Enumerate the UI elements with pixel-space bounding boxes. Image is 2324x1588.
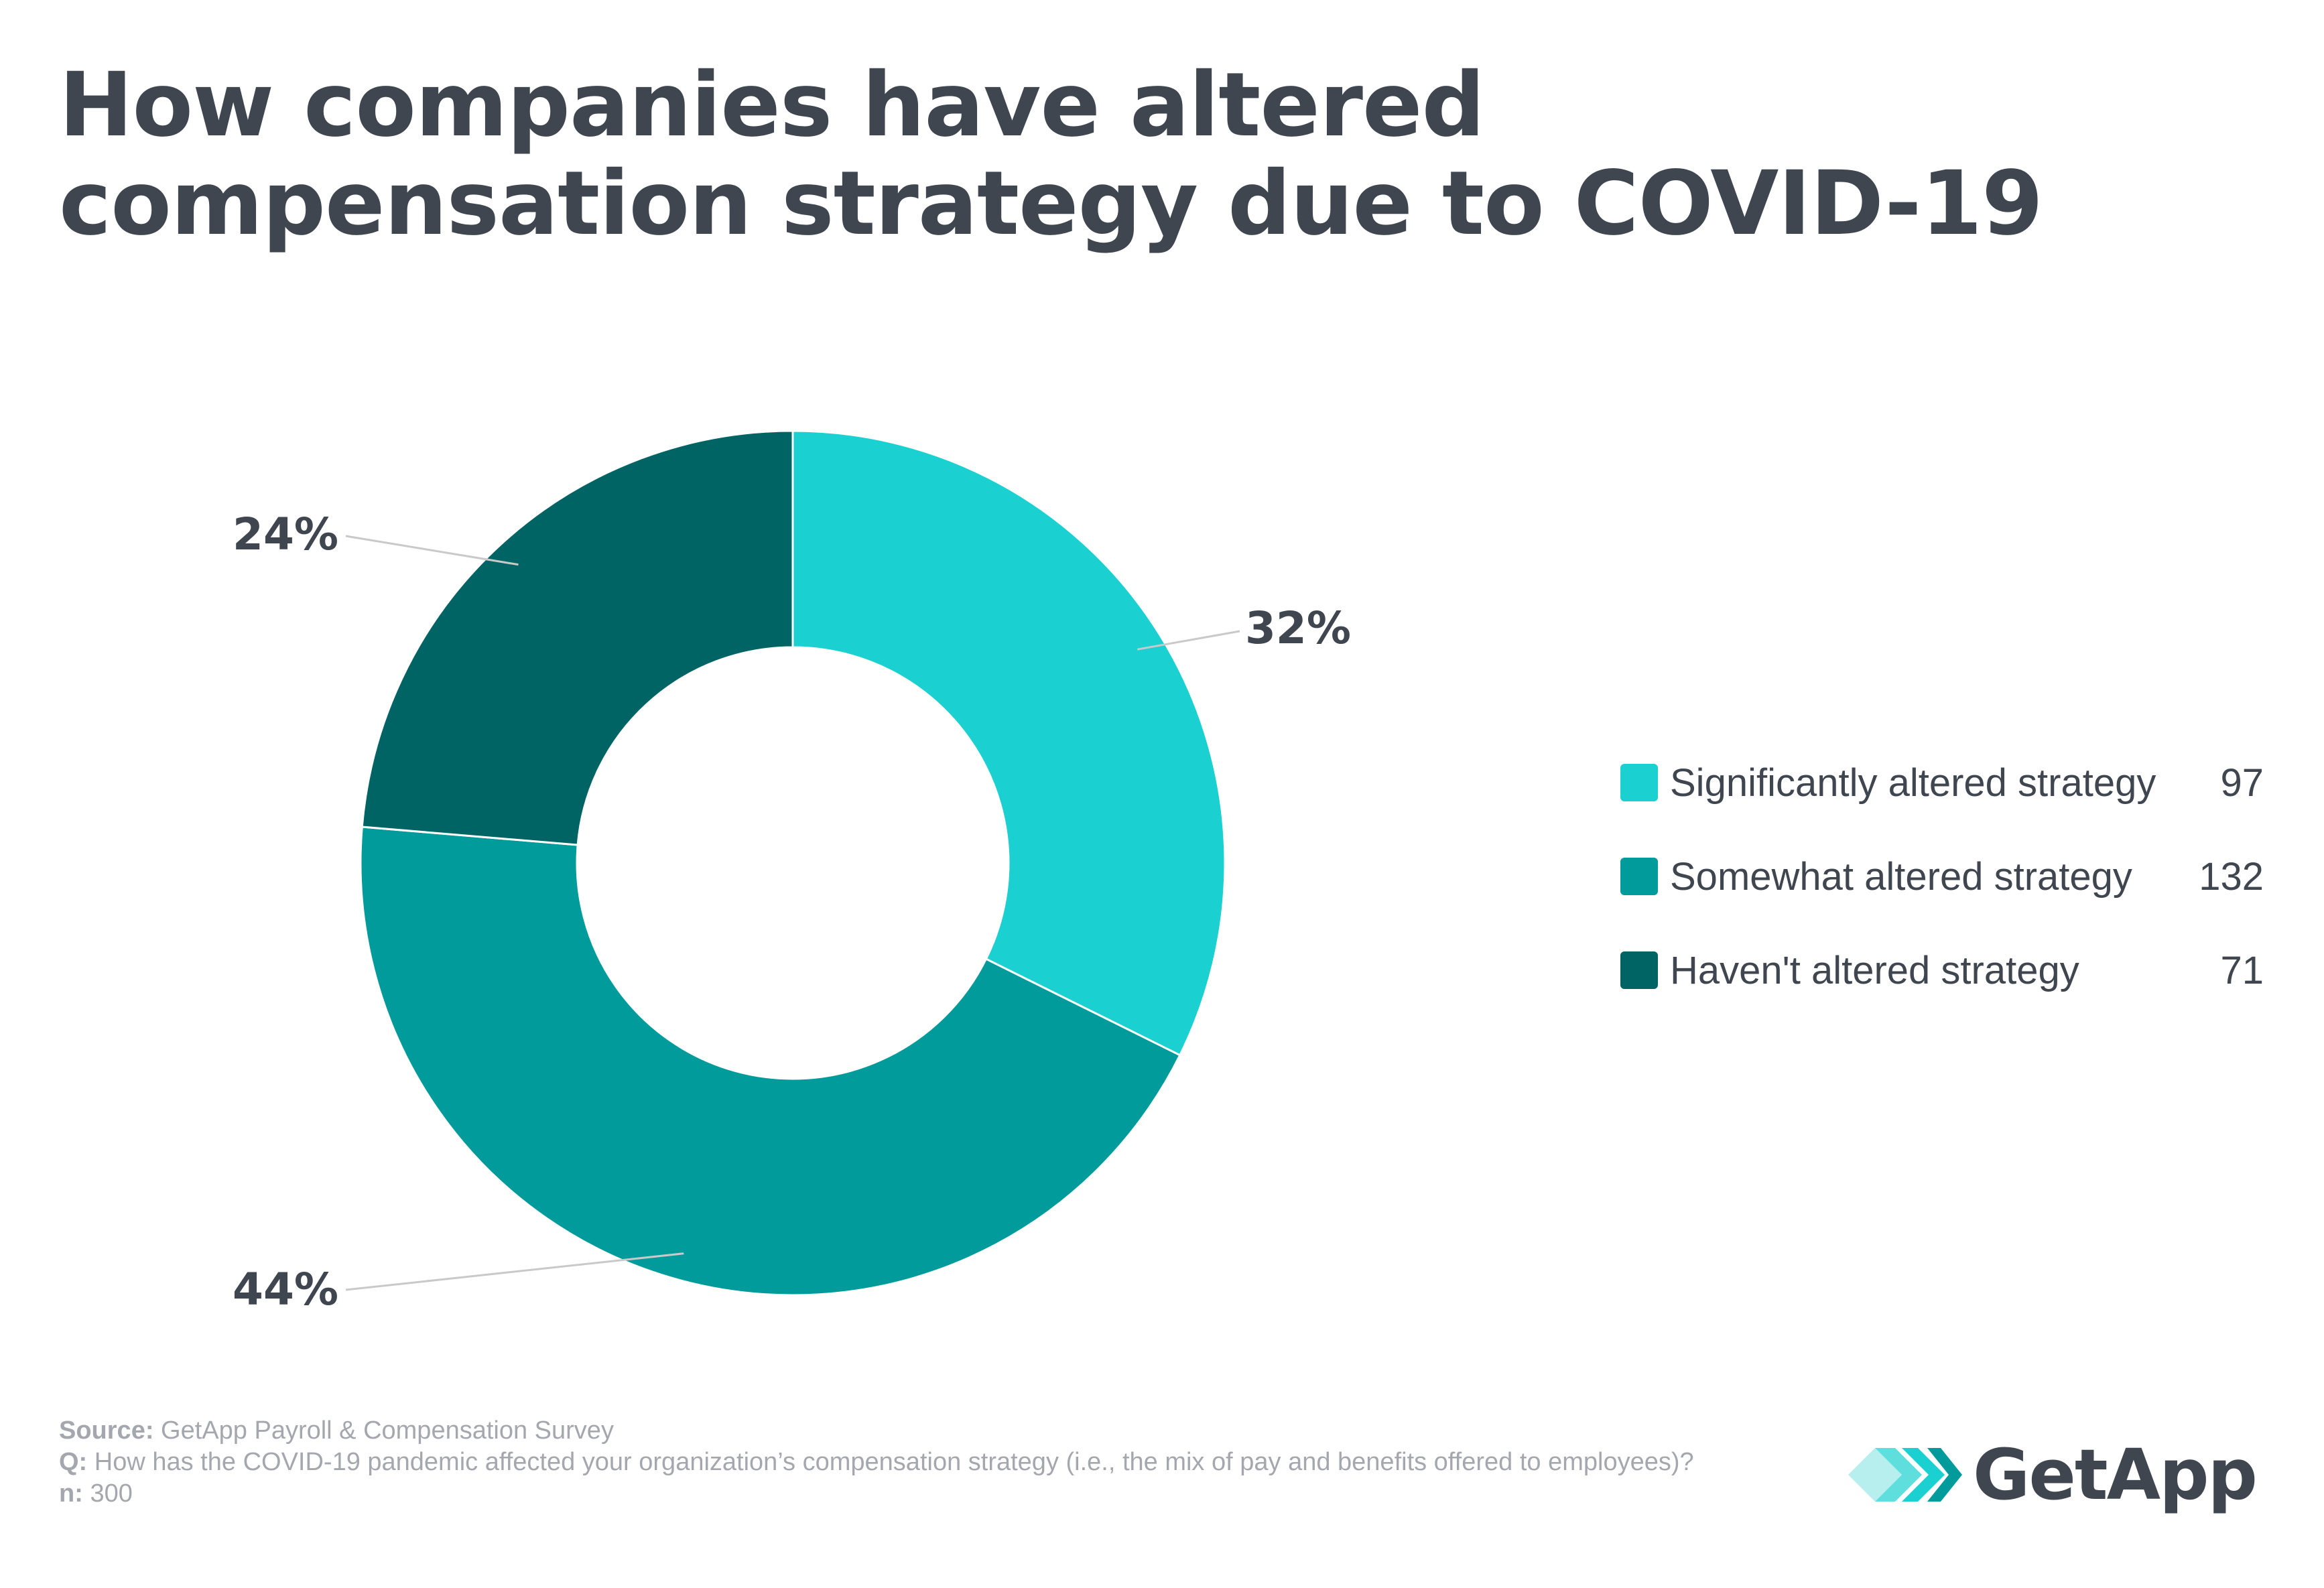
donut-slice-somewhat-altered [359, 825, 1181, 1297]
footer-question-text: How has the COVID-19 pandemic affected y… [94, 1448, 1694, 1476]
footer-sample-line: n: 300 [59, 1478, 1734, 1510]
legend-item-significantly-altered: Significantly altered strategy 97 [1620, 736, 2264, 830]
footer-question-label: Q: [59, 1448, 88, 1476]
data-label-somewhat-altered: 44% [233, 1264, 338, 1315]
donut-slice-significantly-altered [791, 429, 1226, 1057]
footer-source-label: Source: [59, 1416, 154, 1445]
donut-slice-havent-altered [361, 429, 794, 846]
footer-sample-text: 300 [90, 1479, 133, 1508]
leader-line-significantly-altered [1137, 630, 1240, 651]
chart-legend: Significantly altered strategy 97 Somewh… [1620, 736, 2264, 1017]
chart-title-line-2: compensation strategy due to COVID-19 [59, 152, 2043, 255]
getapp-logo: GetApp [1848, 1434, 2258, 1516]
legend-label-somewhat-altered: Somewhat altered strategy [1670, 854, 2132, 899]
legend-item-somewhat-altered: Somewhat altered strategy 132 [1620, 830, 2264, 923]
footer-source-line: Source: GetApp Payroll & Compensation Su… [59, 1415, 1734, 1447]
legend-swatch-somewhat-altered [1620, 858, 1658, 895]
footer-question-line: Q: How has the COVID-19 pandemic affecte… [59, 1447, 1734, 1478]
legend-value-significantly-altered: 97 [2220, 760, 2264, 805]
footer-source-text: GetApp Payroll & Compensation Survey [161, 1416, 614, 1445]
leader-line-havent-altered [345, 535, 519, 566]
data-label-havent-altered: 24% [233, 509, 338, 560]
data-label-significantly-altered: 32% [1245, 602, 1351, 654]
chart-footer: Source: GetApp Payroll & Compensation Su… [59, 1415, 1734, 1510]
footer-sample-label: n: [59, 1479, 83, 1508]
legend-swatch-havent-altered [1620, 951, 1658, 989]
leader-line-somewhat-altered [345, 1252, 684, 1291]
getapp-chevrons-icon [1848, 1448, 1962, 1502]
legend-value-somewhat-altered: 132 [2199, 854, 2264, 899]
legend-label-havent-altered: Haven't altered strategy [1670, 948, 2079, 992]
getapp-wordmark: GetApp [1973, 1434, 2258, 1516]
chart-title-line-1: How companies have altered [59, 54, 1485, 157]
legend-item-havent-altered: Haven't altered strategy 71 [1620, 923, 2264, 1017]
chart-title: How companies have altered compensation … [59, 56, 2136, 253]
legend-value-havent-altered: 71 [2220, 948, 2264, 992]
legend-swatch-significantly-altered [1620, 764, 1658, 801]
legend-label-significantly-altered: Significantly altered strategy [1670, 760, 2156, 805]
